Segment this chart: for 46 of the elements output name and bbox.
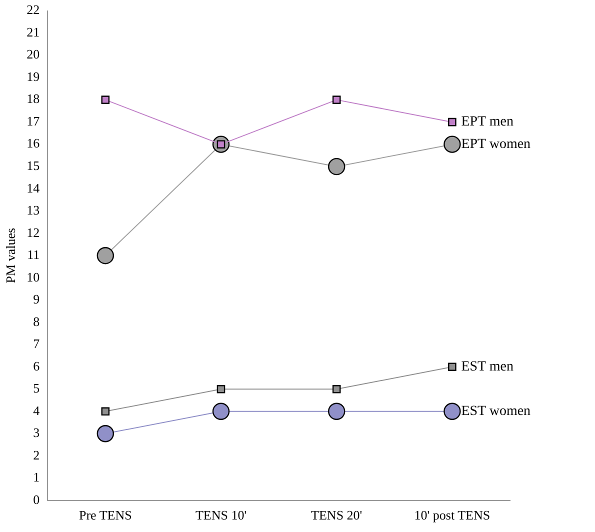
x-tick-label: Pre TENS (78, 508, 132, 523)
point (328, 158, 346, 176)
point (216, 384, 226, 394)
point (448, 362, 456, 372)
point (332, 96, 341, 104)
series-label: EST men (461, 360, 514, 375)
y-tick-label: 22 (26, 2, 40, 18)
x-tick-label: 10' post TENS (414, 508, 490, 523)
y-tick-label: 1 (33, 470, 40, 485)
y-tick-label: 14 (26, 180, 40, 196)
series-label: EST women (461, 404, 531, 420)
series-label: EPT women (461, 137, 531, 152)
series-label: EPT men (461, 114, 514, 130)
y-tick-label: 21 (26, 24, 40, 40)
y-tick-label: 6 (33, 358, 40, 374)
point (96, 425, 114, 442)
y-tick-label: 15 (26, 158, 40, 174)
y-tick-label: 8 (33, 314, 40, 329)
y-tick-label: 7 (33, 336, 40, 352)
y-tick-label: 12 (26, 224, 40, 240)
point (444, 402, 461, 420)
point (328, 402, 346, 420)
y-tick-label: 10 (26, 269, 40, 284)
y-axis-title: PM values (3, 228, 18, 284)
point (96, 247, 114, 264)
y-tick-label: 19 (26, 68, 40, 84)
point (448, 118, 456, 126)
point (212, 402, 230, 420)
y-tick-label: 2 (33, 447, 40, 462)
point (332, 384, 341, 394)
y-tick-label: 17 (26, 113, 40, 128)
y-tick-label: 3 (33, 425, 40, 440)
x-tick-label: TENS 20' (311, 508, 362, 523)
y-tick-label: 20 (26, 46, 40, 62)
point (101, 96, 110, 104)
y-tick-label: 18 (26, 91, 40, 106)
y-tick-label: 9 (33, 292, 40, 307)
y-tick-label: 16 (26, 136, 40, 151)
y-tick-label: 13 (26, 202, 40, 218)
point (444, 136, 461, 153)
y-tick-label: 4 (33, 402, 40, 418)
y-tick-label: 5 (33, 380, 40, 396)
y-tick-label: 0 (33, 492, 40, 507)
y-tick-label: 11 (27, 247, 40, 262)
x-tick-label: TENS 10' (195, 508, 247, 523)
point (101, 407, 110, 416)
